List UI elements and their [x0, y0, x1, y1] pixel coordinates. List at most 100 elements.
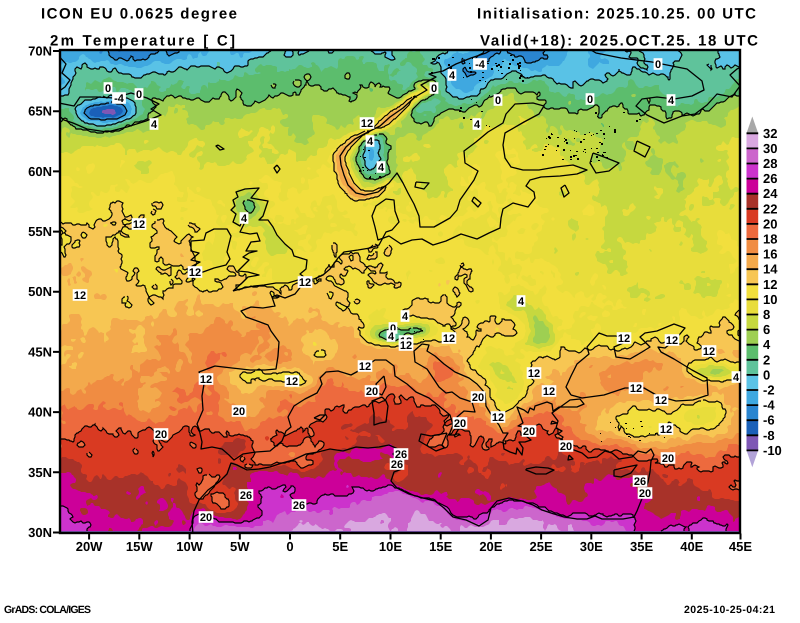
svg-text:6: 6	[763, 322, 770, 337]
svg-text:50N: 50N	[28, 284, 52, 299]
svg-text:26: 26	[763, 171, 777, 186]
svg-text:12: 12	[492, 412, 504, 424]
svg-text:26: 26	[634, 476, 646, 488]
svg-text:16: 16	[763, 247, 777, 262]
svg-text:ICON EU 0.0625 degree: ICON EU 0.0625 degree	[41, 6, 237, 23]
svg-text:-4: -4	[114, 93, 125, 105]
svg-text:2025-10-25-04:21: 2025-10-25-04:21	[684, 604, 775, 616]
svg-text:12: 12	[133, 219, 145, 231]
svg-text:0: 0	[105, 83, 111, 95]
svg-text:20: 20	[560, 441, 572, 453]
svg-text:26: 26	[293, 500, 305, 512]
svg-text:30N: 30N	[28, 525, 52, 540]
svg-text:2m Temperature [ C]: 2m Temperature [ C]	[50, 33, 235, 50]
svg-text:4: 4	[402, 311, 409, 323]
svg-text:12: 12	[655, 395, 667, 407]
svg-text:40N: 40N	[28, 405, 52, 420]
svg-text:18: 18	[763, 232, 777, 247]
svg-text:12: 12	[189, 267, 201, 279]
svg-text:12: 12	[359, 361, 371, 373]
svg-text:12: 12	[618, 333, 630, 345]
svg-text:24: 24	[763, 186, 778, 201]
svg-text:32: 32	[763, 126, 777, 141]
svg-text:26: 26	[391, 459, 403, 471]
svg-text:5W: 5W	[230, 539, 250, 554]
svg-text:5E: 5E	[332, 539, 348, 554]
svg-text:20: 20	[200, 512, 212, 524]
svg-text:4: 4	[474, 119, 481, 131]
svg-text:-8: -8	[763, 428, 775, 443]
svg-text:Valid(+18): 2025.OCT.25. 18 UT: Valid(+18): 2025.OCT.25. 18 UTC	[480, 33, 758, 50]
svg-text:GrADS: COLA/IGES: GrADS: COLA/IGES	[4, 604, 91, 616]
svg-text:0: 0	[587, 94, 593, 106]
svg-text:28: 28	[763, 156, 777, 171]
svg-text:12: 12	[543, 386, 555, 398]
svg-text:4: 4	[668, 95, 675, 107]
svg-text:4: 4	[241, 213, 248, 225]
svg-text:-10: -10	[763, 443, 782, 458]
svg-text:0: 0	[431, 83, 437, 95]
svg-text:4: 4	[449, 70, 456, 82]
svg-text:26: 26	[240, 490, 252, 502]
svg-text:12: 12	[630, 383, 642, 395]
svg-text:15E: 15E	[429, 539, 452, 554]
svg-text:12: 12	[361, 118, 373, 130]
svg-text:30E: 30E	[580, 539, 603, 554]
svg-text:12: 12	[443, 333, 455, 345]
svg-text:10: 10	[763, 292, 777, 307]
svg-text:20: 20	[233, 406, 245, 418]
svg-text:12: 12	[74, 290, 86, 302]
svg-text:20: 20	[763, 216, 777, 231]
svg-text:12: 12	[703, 346, 715, 358]
svg-text:20: 20	[454, 418, 466, 430]
svg-text:40E: 40E	[680, 539, 703, 554]
svg-text:0: 0	[763, 367, 770, 382]
svg-text:12: 12	[200, 374, 212, 386]
svg-text:4: 4	[518, 296, 525, 308]
svg-text:12: 12	[666, 335, 678, 347]
svg-text:65N: 65N	[28, 104, 52, 119]
svg-text:0: 0	[390, 323, 396, 335]
svg-text:-4: -4	[763, 398, 775, 413]
svg-text:0: 0	[136, 89, 142, 101]
svg-text:20W: 20W	[76, 539, 103, 554]
svg-text:0: 0	[655, 59, 661, 71]
svg-text:20: 20	[523, 426, 535, 438]
svg-text:20: 20	[155, 429, 167, 441]
svg-text:-6: -6	[763, 413, 775, 428]
svg-text:70N: 70N	[28, 44, 52, 59]
svg-text:10W: 10W	[176, 539, 203, 554]
svg-text:60N: 60N	[28, 164, 52, 179]
svg-text:25E: 25E	[530, 539, 553, 554]
svg-text:26: 26	[395, 449, 407, 461]
svg-text:22: 22	[763, 201, 777, 216]
svg-text:0: 0	[286, 539, 293, 554]
svg-text:-2: -2	[763, 383, 775, 398]
svg-text:4: 4	[388, 331, 395, 343]
svg-text:4: 4	[367, 136, 374, 148]
svg-text:12: 12	[299, 277, 311, 289]
svg-text:12: 12	[763, 277, 777, 292]
svg-text:12: 12	[528, 368, 540, 380]
svg-text:20: 20	[639, 488, 651, 500]
svg-text:0: 0	[495, 95, 501, 107]
svg-text:45N: 45N	[28, 344, 52, 359]
svg-text:10E: 10E	[379, 539, 402, 554]
svg-text:20: 20	[366, 386, 378, 398]
svg-text:8: 8	[763, 307, 770, 322]
svg-text:4: 4	[151, 119, 158, 131]
svg-text:4: 4	[763, 337, 771, 352]
svg-text:55N: 55N	[28, 224, 52, 239]
svg-text:35N: 35N	[28, 465, 52, 480]
svg-text:12: 12	[400, 340, 412, 352]
svg-text:Initialisation: 2025.10.25. 00: Initialisation: 2025.10.25. 00 UTC	[477, 6, 756, 23]
svg-text:15W: 15W	[126, 539, 153, 554]
svg-text:12: 12	[286, 376, 298, 388]
svg-text:4: 4	[378, 162, 385, 174]
svg-text:45E: 45E	[729, 539, 752, 554]
svg-text:14: 14	[763, 262, 778, 277]
svg-text:35E: 35E	[630, 539, 653, 554]
svg-text:20: 20	[662, 453, 674, 465]
svg-text:2: 2	[763, 352, 770, 367]
svg-text:12: 12	[660, 424, 672, 436]
